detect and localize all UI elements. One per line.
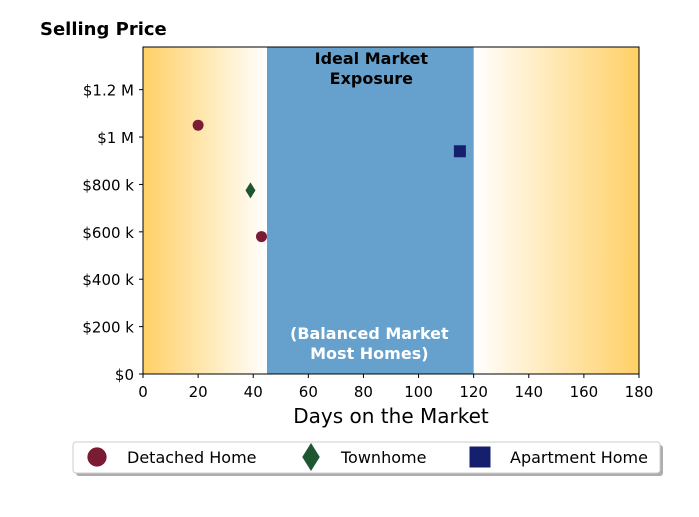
legend-marker-circle: [87, 447, 107, 467]
x-tick-label: 0: [138, 383, 148, 401]
data-point-diamond: [245, 182, 256, 199]
plot-frame: [142, 46, 640, 375]
x-tick-label: 120: [459, 383, 488, 401]
data-point-circle: [192, 119, 204, 131]
legend-box: [72, 441, 661, 474]
y-tick-label: $1 M: [97, 129, 134, 147]
legend: Detached Home Townhome Apartment Home: [72, 441, 663, 476]
x-tick-label: 140: [514, 383, 543, 401]
ideal-market-band: [267, 47, 474, 374]
x-tick-label: 100: [404, 383, 433, 401]
legend-label: Townhome: [340, 448, 426, 467]
x-tick-label: 80: [354, 383, 373, 401]
legend-label: Apartment Home: [510, 448, 648, 467]
legend-marker-diamond: [302, 443, 320, 471]
x-tick-label: 20: [189, 383, 208, 401]
x-tick-label: 160: [570, 383, 599, 401]
x-axis-label: Days on the Market: [293, 404, 489, 428]
chart-title: Selling Price: [40, 19, 167, 40]
y-tick-label: $800 k: [82, 176, 134, 194]
right-gradient-region: [473, 47, 639, 374]
data-point-square: [453, 145, 466, 158]
x-tick-label: 180: [625, 383, 654, 401]
data-point-circle: [255, 231, 267, 243]
left-gradient-region: [143, 47, 267, 374]
y-tick-label: $400 k: [82, 271, 134, 289]
y-tick-label: $200 k: [82, 319, 134, 337]
legend-label: Detached Home: [127, 448, 257, 467]
x-tick-label: 60: [299, 383, 318, 401]
x-tick-label: 40: [244, 383, 263, 401]
y-tick-label: $600 k: [82, 224, 134, 242]
band-label-top: Ideal Market Exposure: [315, 49, 429, 88]
legend-marker-square: [469, 446, 491, 468]
y-tick-label: $0: [115, 366, 134, 384]
band-label-bottom: (Balanced Market Most Homes): [290, 324, 449, 363]
y-tick-label: $1.2 M: [83, 82, 134, 100]
